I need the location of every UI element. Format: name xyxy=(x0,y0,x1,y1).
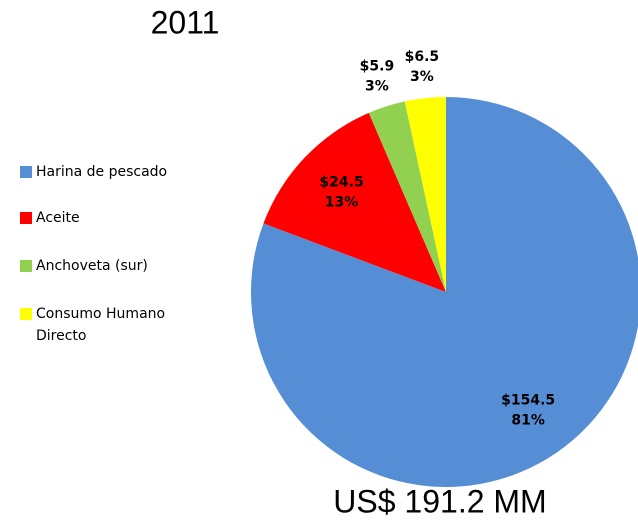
percentage-label: 13% xyxy=(325,194,359,210)
legend-label: Anchoveta (sur) xyxy=(36,258,148,274)
pie-slice xyxy=(263,112,446,292)
value-label: $154.5 xyxy=(501,393,555,409)
pie-slice xyxy=(368,101,446,292)
pie-slice xyxy=(251,97,638,487)
percentage-label: 81% xyxy=(511,413,545,429)
value-label: $5.9 xyxy=(360,59,395,75)
percentage-label: 3% xyxy=(410,69,434,85)
legend-swatch xyxy=(20,260,32,272)
legend-label: Harina de pescado xyxy=(36,164,167,180)
chart-title: 2011 xyxy=(151,4,220,40)
legend-label: Aceite xyxy=(36,210,80,226)
legend-swatch xyxy=(20,308,32,320)
legend-label: Consumo Humano Directo xyxy=(36,306,165,344)
legend-swatch xyxy=(20,212,32,224)
value-label: $24.5 xyxy=(319,174,363,190)
value-label: $6.5 xyxy=(405,49,440,65)
legend-swatch xyxy=(20,166,32,178)
total-annotation: US$ 191.2 MM xyxy=(333,483,546,519)
pie-slice xyxy=(404,97,446,292)
percentage-label: 3% xyxy=(365,79,389,95)
